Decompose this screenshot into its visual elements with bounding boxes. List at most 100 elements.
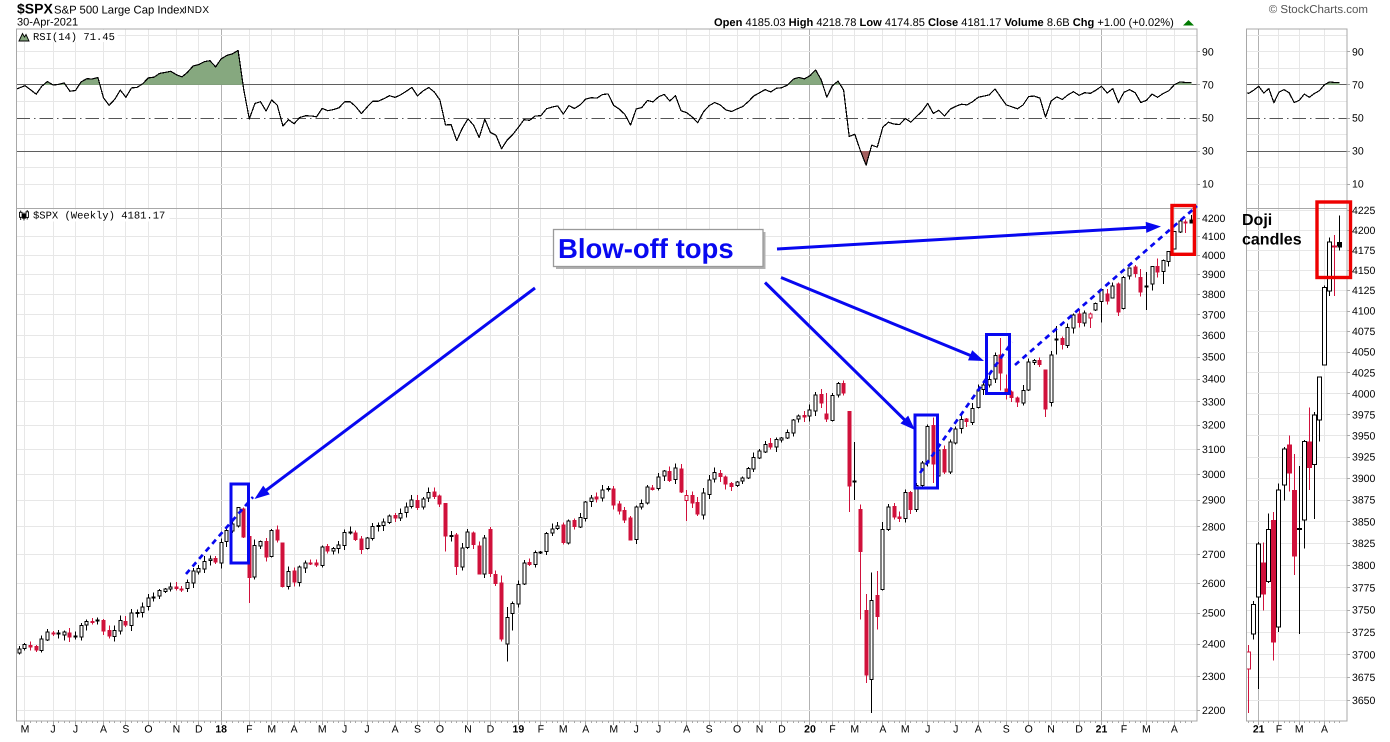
- svg-text:3875: 3875: [1352, 495, 1376, 507]
- svg-text:A: A: [683, 724, 690, 736]
- svg-text:3775: 3775: [1352, 582, 1376, 594]
- svg-text:20: 20: [804, 724, 816, 736]
- svg-text:4175: 4175: [1352, 245, 1376, 257]
- svg-text:2600: 2600: [1202, 578, 1226, 590]
- svg-text:30: 30: [1202, 146, 1214, 158]
- svg-text:J: J: [342, 724, 347, 736]
- svg-text:N: N: [1047, 724, 1055, 736]
- svg-text:4000: 4000: [1202, 250, 1226, 262]
- svg-text:F: F: [1276, 724, 1282, 736]
- svg-text:19: 19: [513, 724, 525, 736]
- svg-text:3600: 3600: [1202, 330, 1226, 342]
- svg-text:4100: 4100: [1352, 306, 1376, 318]
- svg-text:50: 50: [1352, 113, 1364, 125]
- svg-text:4100: 4100: [1202, 231, 1226, 243]
- svg-text:candles: candles: [1242, 232, 1302, 249]
- svg-text:J: J: [50, 724, 55, 736]
- svg-text:3725: 3725: [1352, 627, 1376, 639]
- svg-text:O: O: [1025, 724, 1033, 736]
- svg-text:N: N: [756, 724, 764, 736]
- svg-text:© StockCharts.com: © StockCharts.com: [1269, 4, 1368, 16]
- svg-text:3850: 3850: [1352, 516, 1376, 528]
- svg-text:3800: 3800: [1352, 560, 1376, 572]
- svg-text:A: A: [975, 724, 982, 736]
- svg-text:4075: 4075: [1352, 326, 1376, 338]
- svg-text:30: 30: [1352, 146, 1364, 158]
- svg-text:4025: 4025: [1352, 368, 1376, 380]
- svg-text:4200: 4200: [1352, 225, 1376, 237]
- svg-text:2400: 2400: [1202, 639, 1226, 651]
- svg-text:S&P 500 Large Cap Index: S&P 500 Large Cap Index: [54, 5, 185, 17]
- svg-text:4050: 4050: [1352, 347, 1376, 359]
- svg-text:M: M: [21, 724, 30, 736]
- svg-text:3675: 3675: [1352, 672, 1376, 684]
- svg-text:4000: 4000: [1352, 388, 1376, 400]
- svg-text:M: M: [1142, 724, 1151, 736]
- svg-text:M: M: [901, 724, 910, 736]
- svg-text:3975: 3975: [1352, 409, 1376, 421]
- svg-text:21: 21: [1253, 724, 1265, 736]
- svg-text:A: A: [100, 724, 107, 736]
- svg-text:A: A: [392, 724, 399, 736]
- svg-text:4150: 4150: [1352, 265, 1376, 277]
- svg-text:A: A: [879, 724, 886, 736]
- svg-text:18: 18: [215, 724, 227, 736]
- svg-text:O: O: [733, 724, 741, 736]
- svg-text:10: 10: [1202, 179, 1214, 191]
- svg-text:3800: 3800: [1202, 289, 1226, 301]
- svg-text:O: O: [436, 724, 444, 736]
- svg-text:3825: 3825: [1352, 538, 1376, 550]
- svg-text:M: M: [850, 724, 859, 736]
- svg-text:N: N: [173, 724, 181, 736]
- svg-text:4125: 4125: [1352, 285, 1376, 297]
- svg-text:J: J: [925, 724, 930, 736]
- svg-text:J: J: [73, 724, 78, 736]
- svg-text:M: M: [318, 724, 327, 736]
- svg-text:3400: 3400: [1202, 374, 1226, 386]
- svg-text:3200: 3200: [1202, 420, 1226, 432]
- svg-text:D: D: [778, 724, 786, 736]
- svg-text:J: J: [364, 724, 369, 736]
- svg-text:S: S: [1003, 724, 1010, 736]
- svg-text:3300: 3300: [1202, 396, 1226, 408]
- svg-text:3650: 3650: [1352, 695, 1376, 707]
- svg-text:F: F: [246, 724, 252, 736]
- svg-text:M: M: [267, 724, 276, 736]
- svg-text:70: 70: [1202, 79, 1214, 91]
- svg-text:J: J: [634, 724, 639, 736]
- svg-text:2200: 2200: [1202, 705, 1226, 717]
- svg-text:3950: 3950: [1352, 431, 1376, 443]
- svg-text:2900: 2900: [1202, 495, 1226, 507]
- svg-text:21: 21: [1096, 724, 1108, 736]
- svg-text:INDX: INDX: [184, 5, 210, 16]
- svg-text:RSI(14) 71.45: RSI(14) 71.45: [33, 32, 115, 44]
- svg-text:A: A: [1321, 724, 1328, 736]
- svg-text:O: O: [144, 724, 152, 736]
- svg-text:3925: 3925: [1352, 452, 1376, 464]
- svg-text:Doji: Doji: [1242, 212, 1272, 229]
- svg-text:3900: 3900: [1352, 473, 1376, 485]
- svg-text:3900: 3900: [1202, 269, 1226, 281]
- svg-text:J: J: [656, 724, 661, 736]
- svg-text:90: 90: [1352, 46, 1364, 58]
- svg-text:30-Apr-2021: 30-Apr-2021: [17, 17, 78, 29]
- svg-text:A: A: [1171, 724, 1178, 736]
- svg-text:50: 50: [1202, 113, 1214, 125]
- svg-text:2800: 2800: [1202, 521, 1226, 533]
- svg-text:10: 10: [1352, 179, 1364, 191]
- svg-text:M: M: [1295, 724, 1304, 736]
- svg-text:M: M: [609, 724, 618, 736]
- svg-text:$SPX (Weekly) 4181.17: $SPX (Weekly) 4181.17: [33, 211, 165, 223]
- svg-text:2500: 2500: [1202, 608, 1226, 620]
- svg-text:$SPX: $SPX: [17, 1, 53, 17]
- svg-text:M: M: [559, 724, 568, 736]
- svg-text:2300: 2300: [1202, 671, 1226, 683]
- svg-text:D: D: [1075, 724, 1083, 736]
- svg-text:3700: 3700: [1202, 309, 1226, 321]
- svg-text:Open 4185.03 High 4218.78 Lo: Open 4185.03 High 4218.78 Low 4174.85 Cl…: [714, 17, 1174, 29]
- svg-text:N: N: [464, 724, 472, 736]
- svg-text:3000: 3000: [1202, 469, 1226, 481]
- svg-text:90: 90: [1202, 46, 1214, 58]
- svg-text:3750: 3750: [1352, 605, 1376, 617]
- svg-text:2700: 2700: [1202, 549, 1226, 561]
